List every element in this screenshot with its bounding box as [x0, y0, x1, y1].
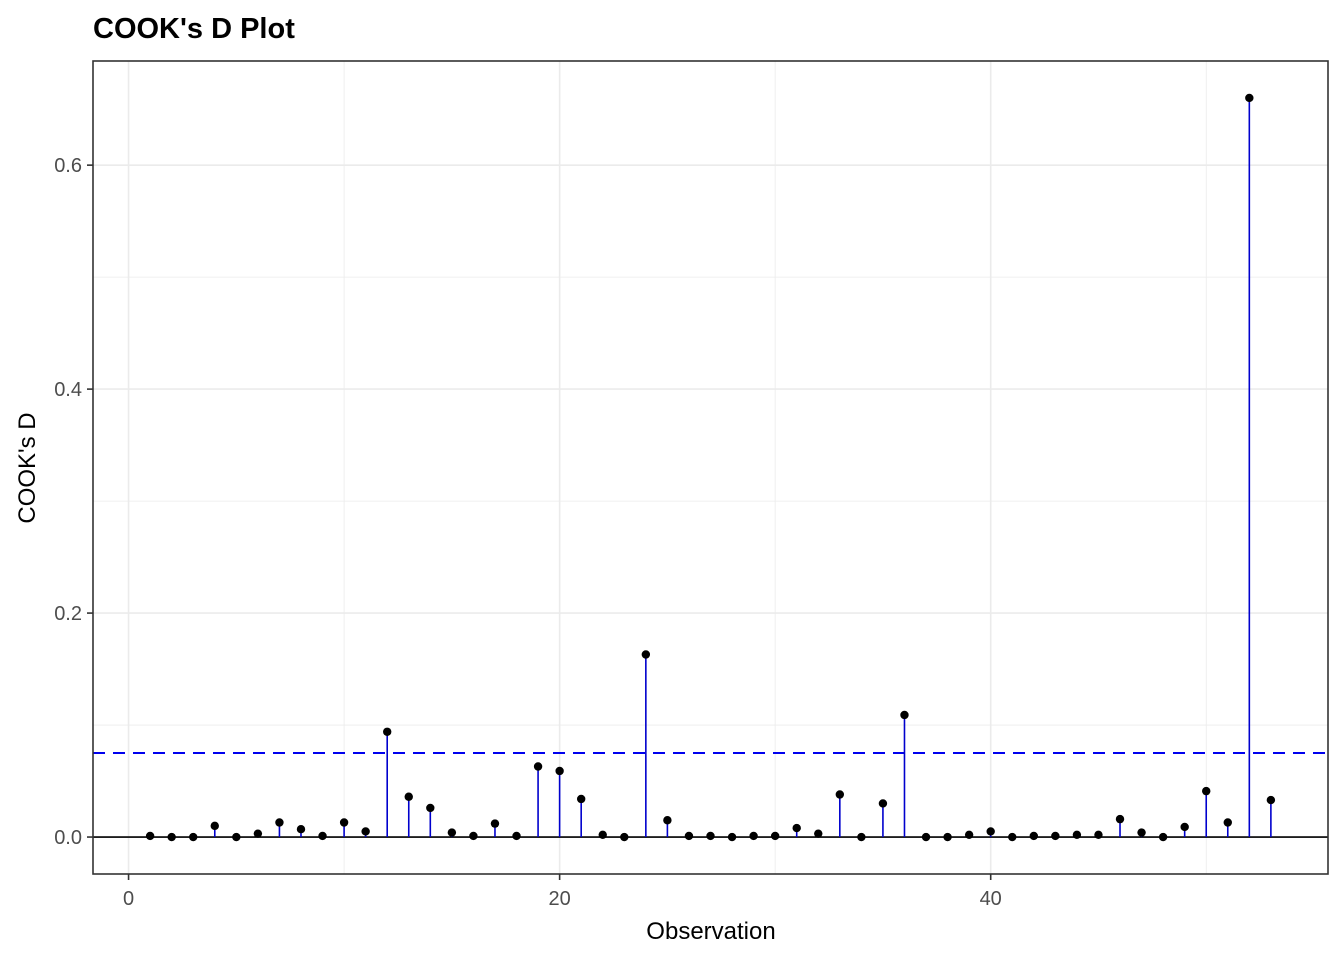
point-40	[986, 827, 995, 836]
point-32	[814, 829, 823, 838]
point-49	[1180, 822, 1189, 832]
point-35	[878, 799, 888, 808]
point-29	[749, 831, 758, 841]
grid-major	[93, 61, 1328, 874]
point-6	[253, 829, 263, 838]
point-34	[857, 832, 866, 842]
point-44	[1072, 830, 1082, 840]
point-31	[792, 823, 801, 833]
point-14	[426, 803, 435, 813]
point-27	[706, 831, 715, 841]
point-3	[189, 832, 198, 842]
point-12	[383, 727, 392, 736]
x-axis-ticks: 0 20 40	[123, 874, 1002, 910]
point-5	[232, 832, 241, 842]
panel-border	[92, 60, 1329, 875]
point-21	[576, 794, 586, 804]
point-8	[296, 825, 306, 834]
point-48	[1158, 832, 1168, 842]
point-30	[770, 831, 780, 841]
point-17	[490, 819, 500, 828]
y-axis-label: COOK's D	[14, 412, 41, 523]
point-4	[210, 821, 219, 831]
y-tick-label: 0.4	[54, 379, 82, 401]
point-24	[641, 650, 651, 659]
point-16	[469, 831, 478, 841]
point-26	[684, 831, 694, 841]
point-43	[1051, 831, 1060, 841]
point-36	[900, 710, 909, 720]
point-51	[1223, 818, 1232, 827]
y-tick-label: 0.2	[54, 603, 82, 625]
point-52	[1245, 93, 1254, 103]
chart-title: COOK's D Plot	[93, 13, 295, 45]
point-1	[145, 831, 155, 841]
point-10	[339, 818, 349, 827]
y-tick-label: 0.0	[54, 827, 82, 849]
point-15	[447, 828, 457, 837]
x-tick-label: 20	[549, 888, 571, 910]
x-tick-label: 40	[980, 888, 1002, 910]
point-25	[663, 816, 672, 825]
point-42	[1029, 831, 1038, 841]
point-53	[1266, 795, 1276, 805]
point-47	[1137, 828, 1146, 837]
point-33	[835, 790, 845, 799]
point-20	[555, 766, 564, 776]
point-28	[727, 832, 737, 842]
data-points	[145, 93, 1276, 842]
point-37	[921, 832, 931, 842]
point-45	[1094, 830, 1103, 840]
y-axis-ticks: 0.0 0.2 0.4 0.6	[54, 155, 93, 849]
point-9	[318, 831, 327, 841]
point-2	[167, 832, 176, 842]
x-tick-label: 0	[123, 888, 134, 910]
point-46	[1115, 814, 1125, 824]
point-18	[512, 831, 521, 841]
y-tick-label: 0.6	[54, 155, 82, 177]
point-11	[361, 827, 370, 836]
point-19	[533, 762, 543, 771]
point-39	[964, 830, 974, 840]
point-7	[275, 818, 284, 827]
grid-minor	[93, 61, 1328, 874]
point-41	[1008, 832, 1017, 842]
point-50	[1202, 786, 1211, 796]
point-38	[943, 832, 952, 842]
x-axis-label: Observation	[646, 918, 775, 945]
point-22	[598, 830, 607, 840]
point-23	[620, 832, 629, 842]
point-13	[404, 792, 413, 801]
stems	[149, 97, 1272, 838]
